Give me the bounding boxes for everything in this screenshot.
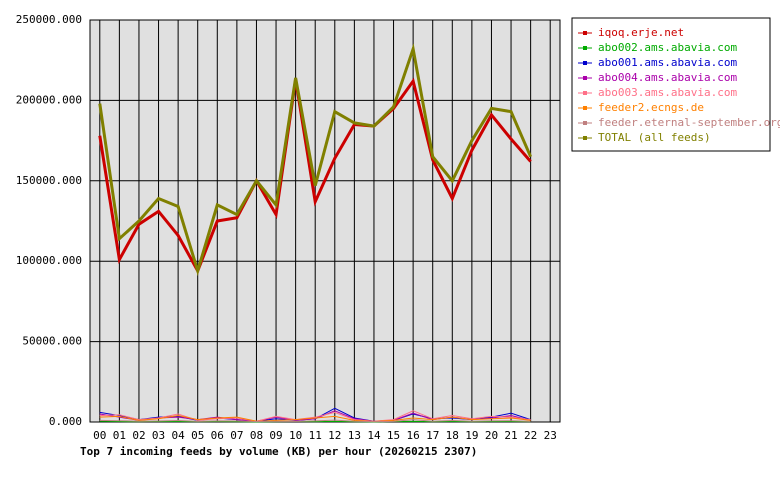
legend-label: abo004.ams.abavia.com <box>598 71 737 84</box>
x-tick-label: 06 <box>211 429 224 442</box>
series-line <box>99 420 531 423</box>
x-tick-label: 13 <box>348 429 361 442</box>
legend-label: TOTAL (all feeds) <box>598 131 711 144</box>
x-tick-label: 22 <box>524 429 537 442</box>
legend-label: feeder2.ecngs.de <box>598 101 704 114</box>
legend-label: abo003.ams.abavia.com <box>598 86 737 99</box>
x-tick-label: 00 <box>93 429 106 442</box>
y-tick-label: 50000.000 <box>22 335 82 348</box>
x-tick-label: 20 <box>485 429 498 442</box>
legend-marker <box>583 136 587 140</box>
legend-marker <box>583 46 587 50</box>
legend-box <box>571 17 771 152</box>
legend-marker <box>583 31 587 35</box>
x-tick-label: 01 <box>113 429 126 442</box>
legend-label: abo002.ams.abavia.com <box>598 41 737 54</box>
x-tick-label: 09 <box>269 429 282 442</box>
x-tick-label: 16 <box>407 429 420 442</box>
x-tick-label: 11 <box>309 429 322 442</box>
y-tick-label: 100000.000 <box>16 254 82 267</box>
legend-marker <box>583 121 587 125</box>
legend-label: abo001.ams.abavia.com <box>598 56 737 69</box>
x-tick-label: 15 <box>387 429 400 442</box>
legend-label: iqoq.erje.net <box>598 26 684 39</box>
legend-marker <box>583 106 587 110</box>
x-tick-label: 18 <box>446 429 459 442</box>
series-line <box>99 415 531 423</box>
x-tick-label: 17 <box>426 429 439 442</box>
series-line <box>98 42 533 277</box>
x-tick-label: 10 <box>289 429 302 442</box>
legend-marker <box>583 91 587 95</box>
x-tick-label: 14 <box>367 429 381 442</box>
plot-area <box>90 20 560 422</box>
x-tick-label: 04 <box>172 429 186 442</box>
x-tick-label: 23 <box>544 429 557 442</box>
legend-marker <box>583 76 587 80</box>
y-tick-label: 200000.000 <box>16 93 82 106</box>
y-tick-label: 0.000 <box>49 415 82 428</box>
x-tick-label: 05 <box>191 429 204 442</box>
x-tick-label: 21 <box>504 429 517 442</box>
x-tick-label: 02 <box>132 429 145 442</box>
y-tick-label: 150000.000 <box>16 174 82 187</box>
series-line <box>98 77 532 275</box>
legend-label: feeder.eternal-september.org <box>598 116 780 129</box>
y-tick-label: 250000.000 <box>16 13 82 26</box>
series-line <box>99 419 531 423</box>
x-tick-label: 07 <box>230 429 243 442</box>
legend-marker <box>583 61 587 65</box>
x-tick-label: 08 <box>250 429 263 442</box>
series-line <box>99 410 531 422</box>
chart-title: Top 7 incoming feeds by volume (KB) per … <box>80 445 477 458</box>
x-tick-label: 19 <box>465 429 478 442</box>
x-tick-label: 12 <box>328 429 341 442</box>
x-tick-label: 03 <box>152 429 165 442</box>
